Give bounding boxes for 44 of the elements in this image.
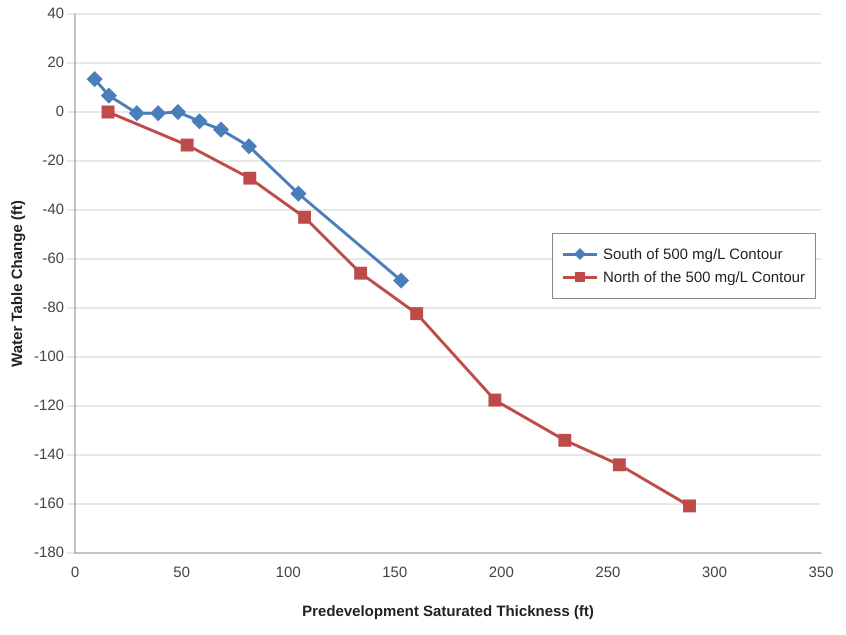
y-tick-label: -120	[34, 397, 64, 414]
x-tick-label: 350	[808, 564, 834, 582]
point	[180, 138, 194, 152]
point	[612, 458, 626, 472]
y-tick-label: -180	[34, 544, 64, 562]
point	[192, 114, 207, 129]
y-axis-title: Water Table Change (ft)	[9, 200, 26, 367]
y-tick-label: -20	[42, 152, 64, 170]
point	[170, 104, 186, 120]
x-tick-label: 250	[595, 564, 620, 582]
x-axis-title: Predevelopment Saturated Thickness (ft)	[302, 603, 594, 620]
point	[298, 210, 312, 224]
y-tick-label: -100	[34, 348, 64, 366]
y-tick-label: -140	[34, 446, 64, 464]
point	[558, 434, 572, 447]
point	[410, 307, 424, 320]
x-tick-label: 200	[488, 564, 514, 582]
y-tick-label: -40	[42, 201, 64, 218]
point	[129, 106, 144, 121]
point	[150, 106, 166, 121]
point	[87, 72, 102, 87]
y-tick-label: -60	[42, 250, 64, 268]
legend-label: North of the 500 mg/L Contour	[602, 269, 805, 286]
y-tick-label: 20	[47, 54, 64, 72]
point	[394, 273, 409, 288]
legend-label: South of 500 mg/L Contour	[602, 246, 782, 263]
x-tick-label: 100	[276, 564, 301, 582]
point	[354, 266, 368, 280]
y-tick-label: -80	[42, 299, 64, 316]
point	[243, 172, 256, 185]
point	[102, 106, 115, 118]
point	[488, 394, 502, 407]
point	[241, 138, 256, 154]
x-tick-label: 50	[173, 564, 190, 582]
point	[101, 88, 116, 104]
point	[290, 186, 306, 202]
point	[683, 500, 696, 512]
x-tick-label: 300	[702, 564, 727, 582]
y-tick-label: 0	[56, 103, 64, 120]
x-tick-label: 150	[382, 564, 408, 582]
y-tick-label: -160	[34, 495, 64, 512]
point	[214, 122, 229, 138]
x-tick-label: 0	[70, 564, 80, 582]
y-tick-label: 40	[47, 5, 64, 22]
